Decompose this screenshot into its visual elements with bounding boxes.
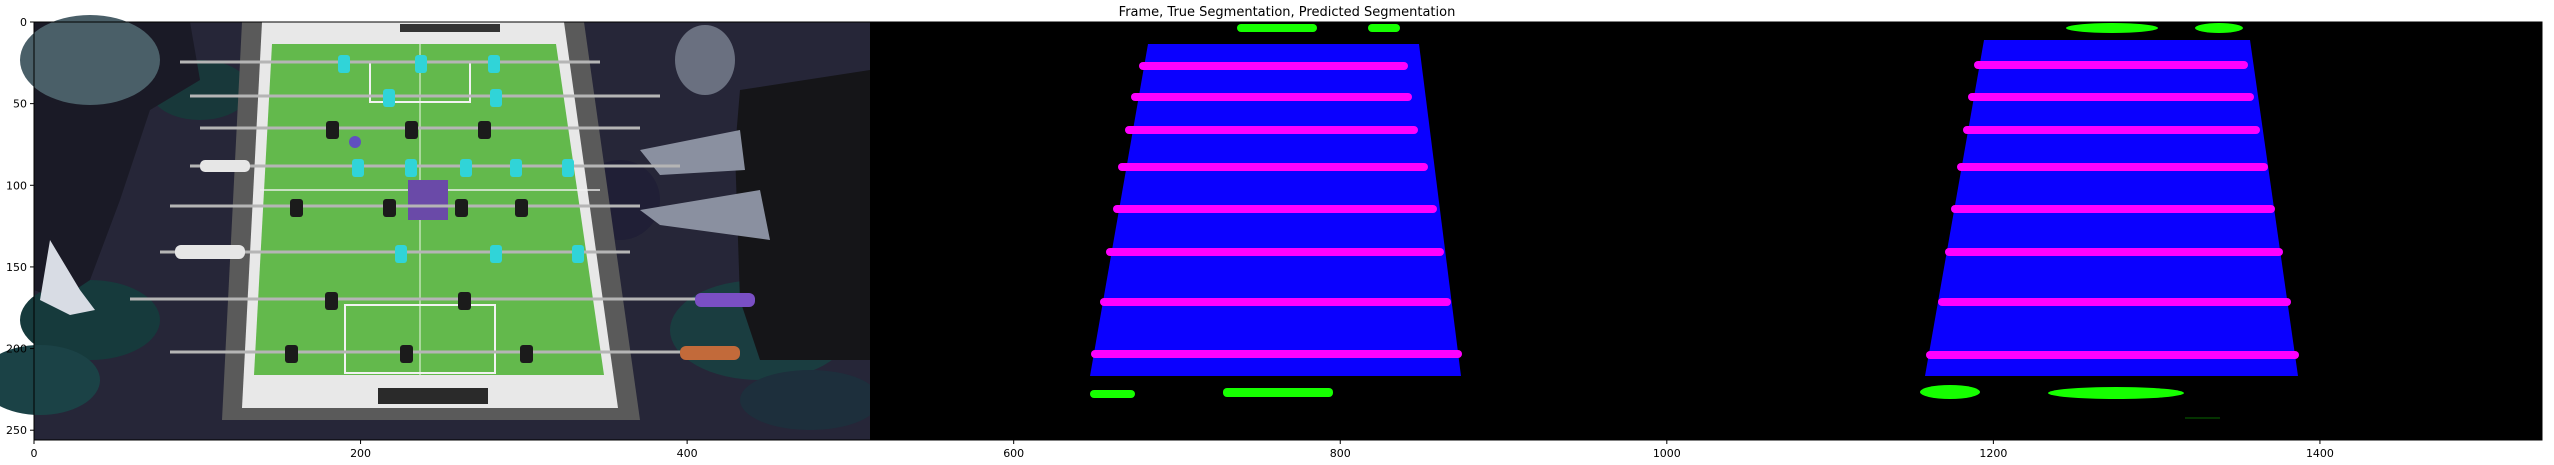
x-tick-label: 200 <box>350 447 371 460</box>
y-tick-label: 50 <box>13 98 27 111</box>
frame-panel <box>0 15 880 440</box>
x-axis: 0 200 400 600 800 1000 1200 1400 <box>31 440 2334 460</box>
predicted-segmentation-panel <box>1706 22 2542 440</box>
axes-frame <box>33 21 2543 441</box>
y-axis: 0 50 100 150 200 250 <box>6 16 34 437</box>
chart-title: Frame, True Segmentation, Predicted Segm… <box>1119 5 1456 20</box>
x-tick-label: 400 <box>677 447 698 460</box>
true-segmentation-panel <box>870 22 1706 440</box>
x-tick-label: 1200 <box>1979 447 2007 460</box>
y-tick-label: 100 <box>6 179 27 192</box>
x-tick-label: 1400 <box>2306 447 2334 460</box>
y-tick-label: 200 <box>6 343 27 356</box>
y-tick-label: 150 <box>6 261 27 274</box>
y-tick-label: 0 <box>20 16 27 29</box>
x-tick-label: 600 <box>1003 447 1024 460</box>
x-tick-label: 1000 <box>1653 447 1681 460</box>
plot-area <box>0 15 2542 440</box>
x-tick-label: 0 <box>31 447 38 460</box>
x-tick-label: 800 <box>1330 447 1351 460</box>
y-tick-label: 250 <box>6 424 27 437</box>
